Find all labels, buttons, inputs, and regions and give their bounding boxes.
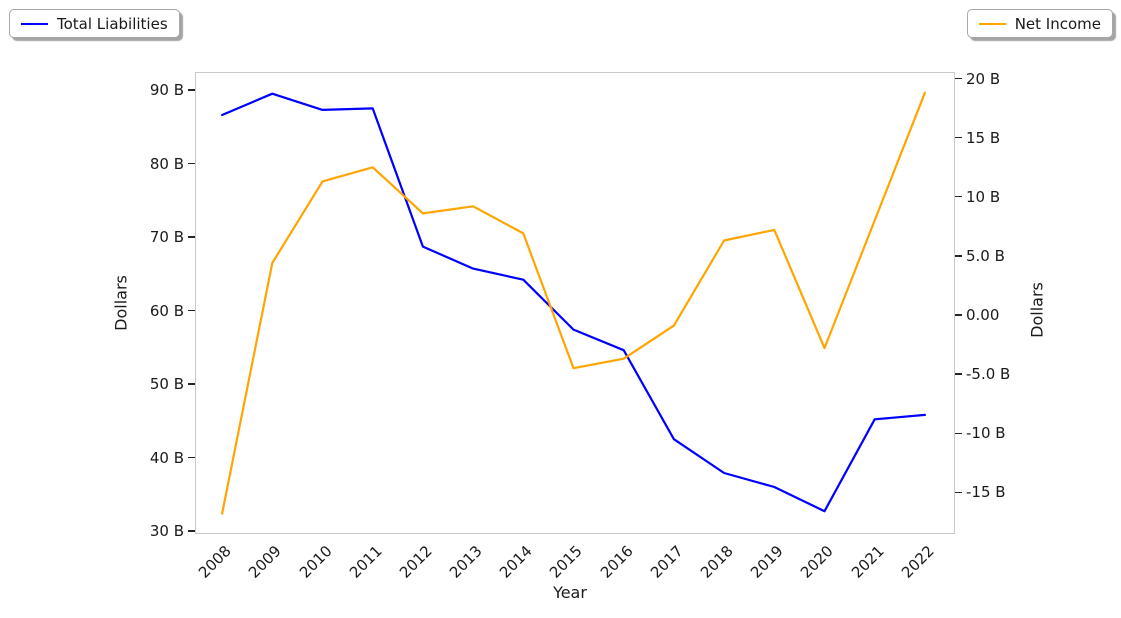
y-tick-mark-left xyxy=(188,309,195,312)
y-tick-label-right: -5.0 B xyxy=(966,365,1011,384)
plot-area xyxy=(195,72,955,534)
y-tick-mark-right xyxy=(955,491,962,493)
y-tick-mark-left xyxy=(188,383,195,385)
y-tick-mark-right xyxy=(955,314,962,316)
y-tick-mark-left xyxy=(188,456,195,459)
y-tick-mark-right xyxy=(955,137,962,139)
left-y-axis-title: Dollars xyxy=(111,275,131,331)
net-income-legend-label: Net Income xyxy=(1014,14,1101,33)
y-tick-mark-left xyxy=(188,236,195,238)
legend-total-liabilities: Total Liabilities xyxy=(9,9,180,38)
y-tick-label-right: -15 B xyxy=(966,483,1006,502)
y-tick-mark-right xyxy=(955,373,962,375)
net-income-line xyxy=(221,91,927,515)
y-tick-label-left: 90 B xyxy=(149,81,184,99)
y-tick-label-left: 80 B xyxy=(149,154,184,173)
total-liabilities-line xyxy=(221,92,927,513)
total-liabilities-legend-label: Total Liabilities xyxy=(57,14,168,33)
y-tick-label-right: 0.00 xyxy=(966,305,1000,324)
y-tick-mark-left xyxy=(188,162,195,165)
y-tick-mark-left xyxy=(188,530,195,532)
right-y-axis-title: Dollars xyxy=(1027,282,1047,338)
y-tick-label-right: 5.0 B xyxy=(966,246,1005,265)
y-tick-label-left: 70 B xyxy=(149,228,184,247)
y-tick-mark-right xyxy=(955,255,962,257)
x-axis-title: Year xyxy=(553,583,587,602)
y-tick-label-right: 10 B xyxy=(966,187,1001,206)
y-tick-label-left: 40 B xyxy=(149,448,184,467)
y-tick-mark-right xyxy=(955,196,962,198)
y-tick-mark-left xyxy=(188,89,195,91)
legend-net-income: Net Income xyxy=(966,9,1113,38)
y-tick-label-right: 20 B xyxy=(966,69,1001,88)
net-income-legend-line-sample xyxy=(978,22,1006,25)
y-tick-label-left: 30 B xyxy=(149,522,184,541)
y-tick-label-right: 15 B xyxy=(966,128,1001,147)
y-tick-mark-right xyxy=(955,432,962,434)
y-tick-label-right: -10 B xyxy=(966,424,1006,443)
total-liabilities-legend-line-sample xyxy=(21,22,48,25)
y-tick-mark-right xyxy=(955,77,962,80)
y-tick-label-left: 50 B xyxy=(149,375,184,394)
y-tick-label-left: 60 B xyxy=(149,301,184,320)
